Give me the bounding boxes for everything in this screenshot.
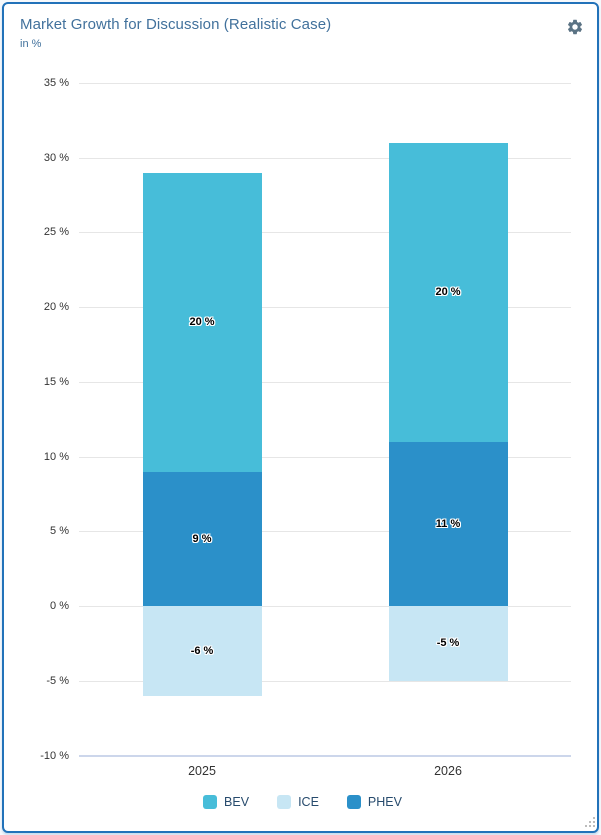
y-axis-label: 5 % bbox=[50, 525, 69, 538]
settings-button[interactable] bbox=[565, 18, 585, 38]
legend-item-ice[interactable]: ICE bbox=[277, 795, 319, 809]
y-axis-label: -10 % bbox=[40, 749, 69, 762]
bar-segment-bev-2026[interactable] bbox=[388, 142, 508, 442]
y-axis-label: 10 % bbox=[43, 450, 69, 463]
grid-line bbox=[79, 307, 571, 309]
bar-segment-ice-2026[interactable] bbox=[388, 606, 508, 681]
grid-line bbox=[79, 381, 571, 383]
grid-line bbox=[79, 680, 571, 682]
x-axis-label: 2026 bbox=[434, 764, 462, 778]
x-axis-label: 2025 bbox=[188, 764, 216, 778]
chart-subtitle: in % bbox=[20, 38, 42, 50]
y-axis-label: 0 % bbox=[50, 600, 69, 613]
legend-label: BEV bbox=[224, 795, 250, 809]
chart-legend: BEV ICE PHEV bbox=[4, 792, 597, 812]
y-axis-label: 25 % bbox=[43, 226, 69, 239]
y-axis-label: -5 % bbox=[46, 674, 69, 687]
grid-line bbox=[79, 531, 571, 533]
grid-line bbox=[79, 606, 571, 608]
gear-icon bbox=[566, 19, 584, 39]
legend-symbol bbox=[203, 795, 218, 809]
legend-item-phev[interactable]: PHEV bbox=[346, 795, 402, 809]
bar-segment-bev-2025[interactable] bbox=[142, 172, 262, 472]
grid-line bbox=[79, 83, 571, 84]
bar-segment-phev-2026[interactable] bbox=[388, 441, 508, 607]
resize-handle-icon[interactable] bbox=[583, 817, 595, 829]
legend-label: PHEV bbox=[367, 795, 402, 809]
x-axis-line bbox=[79, 754, 571, 757]
bar-segment-phev-2025[interactable] bbox=[142, 471, 262, 607]
legend-symbol bbox=[346, 795, 361, 809]
grid-line bbox=[79, 456, 571, 458]
legend-label: ICE bbox=[298, 795, 319, 809]
legend-item-bev[interactable]: BEV bbox=[203, 795, 249, 809]
grid-line bbox=[79, 232, 571, 234]
chart-title: Market Growth for Discussion (Realistic … bbox=[20, 16, 332, 33]
grid-line bbox=[79, 157, 571, 159]
y-axis-label: 20 % bbox=[43, 301, 69, 314]
legend-symbol bbox=[277, 795, 292, 809]
bar-segment-ice-2025[interactable] bbox=[142, 606, 262, 696]
y-axis-label: 15 % bbox=[43, 375, 69, 388]
y-axis-label: 35 % bbox=[43, 77, 69, 89]
y-axis-label: 30 % bbox=[43, 151, 69, 164]
